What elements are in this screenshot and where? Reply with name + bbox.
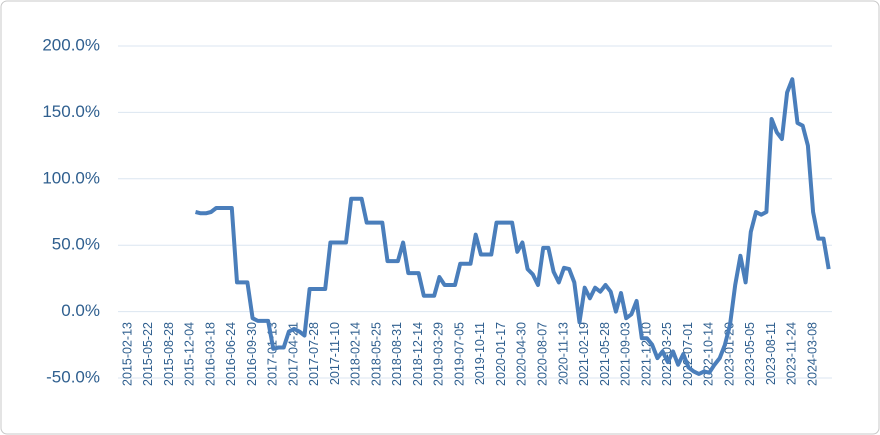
x-tick-label: 2018-05-25 [369,322,383,386]
x-tick-label: 2021-09-03 [619,322,633,386]
x-tick-label: 2018-08-31 [390,322,404,386]
x-tick-label: 2015-08-28 [162,322,176,386]
x-tick-label: 2020-11-13 [556,322,570,385]
x-tick-label: 2017-07-28 [307,322,321,386]
x-tick-label: 2016-03-18 [203,322,217,386]
x-tick-label: 2021-02-19 [577,322,591,386]
y-tick-label: 0.0% [61,301,100,320]
x-tick-label: 2018-12-14 [411,322,425,386]
x-tick-label: 2015-05-22 [141,322,155,386]
y-tick-label: -50.0% [46,367,100,386]
x-tick-label: 2023-11-24 [785,322,799,385]
x-tick-label: 2016-06-24 [224,322,238,386]
line-series [195,77,831,376]
x-tick-label: 2024-03-08 [805,322,819,386]
x-tick-label: 2019-10-11 [473,322,487,385]
x-tick-label: 2015-02-13 [120,322,134,386]
x-tick-label: 2015-12-04 [183,322,197,386]
x-tick-label: 2017-04-21 [286,322,300,386]
x-tick-label: 2021-05-28 [598,322,612,386]
x-tick-label: 2022-10-14 [702,322,716,386]
x-tick-label: 2016-09-30 [245,322,259,386]
x-tick-label: 2022-03-25 [660,322,674,386]
x-tick-label: 2020-04-30 [515,322,529,386]
x-tick-label: 2023-05-05 [743,322,757,386]
y-tick-label: 50.0% [52,235,100,254]
x-tick-label: 2020-01-17 [494,322,508,386]
x-tick-label: 2020-08-07 [535,322,549,386]
x-tick-label: 2023-08-11 [764,322,778,385]
x-tick-label: 2017-11-10 [328,322,342,385]
x-tick-label: 2019-07-05 [452,322,466,386]
x-tick-label: 2017-01-13 [266,322,280,386]
y-tick-label: 150.0% [42,102,100,121]
y-tick-label: 200.0% [42,35,100,54]
x-tick-label: 2018-02-14 [349,322,363,386]
x-tick-label: 2019-03-29 [432,322,446,386]
y-tick-label: 100.0% [42,168,100,187]
